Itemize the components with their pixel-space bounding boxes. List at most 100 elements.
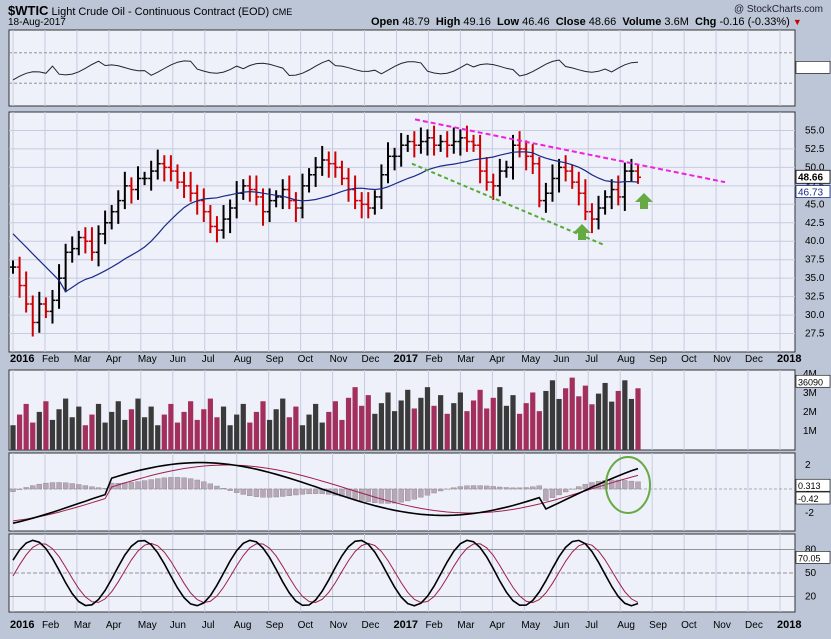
stochastic-y-label: 50	[805, 568, 817, 579]
x-tick-label: Mar	[457, 354, 475, 365]
volume-bar	[543, 390, 549, 450]
volume-bar	[69, 417, 75, 450]
volume-bar	[43, 401, 49, 450]
close-label: Close	[555, 16, 586, 28]
volume-bar	[365, 395, 371, 450]
volume-bar	[602, 382, 608, 450]
macd-line	[12, 461, 639, 524]
x-tick-label: Feb	[425, 354, 443, 365]
y-tick-label: 50.0	[805, 162, 825, 173]
macd-histogram-bar	[628, 480, 635, 490]
symbol-title: $WTIC Light Crude Oil - Continuous Contr…	[8, 3, 292, 18]
low-label: Low	[497, 16, 520, 28]
x-tick-label: Feb	[42, 354, 60, 365]
x-tick-label-bottom: Mar	[457, 620, 475, 631]
x-tick-label-bottom: Jul	[585, 620, 598, 631]
volume-bar	[510, 395, 516, 450]
volume-bar	[280, 398, 286, 450]
macd-histogram-bar	[437, 488, 444, 492]
y-tick-label: 35.0	[805, 273, 825, 284]
macd-histogram-bar	[497, 486, 503, 490]
macd-histogram-bar	[174, 477, 181, 490]
macd-histogram-bar	[530, 486, 536, 490]
volume-bar	[563, 388, 569, 450]
volume-bar	[352, 387, 358, 450]
volume-bar	[635, 388, 641, 450]
x-tick-label-bottom: Feb	[42, 620, 60, 631]
volume-bar	[286, 417, 292, 450]
x-tick-label-bottom: Oct	[681, 620, 697, 631]
volume-bar	[220, 406, 227, 450]
macd-histogram-bar	[477, 485, 483, 490]
macd-histogram-bar	[181, 477, 187, 490]
rsi-value-box	[795, 61, 831, 74]
volume-bar	[128, 409, 135, 450]
volume-bar	[549, 380, 556, 450]
x-tick-label: Jun	[553, 354, 569, 365]
y-tick-label: 52.5	[805, 144, 825, 155]
volume-bar	[82, 425, 88, 450]
volume-y-label: 2M	[803, 407, 817, 418]
volume-bar	[161, 414, 167, 450]
volume-bar	[23, 403, 29, 450]
volume-bar	[536, 411, 542, 450]
x-tick-label-bottom: 2016	[10, 619, 34, 631]
y-tick-label: 40.0	[805, 236, 825, 247]
stochastic-y-label: 20	[805, 591, 817, 602]
volume-bar	[359, 405, 365, 450]
chg-value: -0.16 (-0.33%)	[719, 16, 790, 28]
y-tick-label: 45.0	[805, 199, 825, 210]
macd-histogram-bar	[95, 487, 102, 490]
macd-histogram-bar	[207, 483, 214, 490]
volume-bar	[109, 411, 115, 450]
macd-histogram-bar	[260, 488, 266, 498]
volume-bar	[490, 397, 496, 450]
volume-bar	[464, 411, 470, 450]
macd-histogram-bar	[490, 486, 496, 490]
last-close-label: 48.66	[798, 172, 823, 183]
macd-y-label: -2	[805, 508, 814, 519]
x-tick-label-bottom: May	[521, 620, 540, 631]
x-tick-label: Nov	[330, 354, 348, 365]
y-tick-label: 27.5	[805, 329, 825, 340]
volume-bar	[516, 413, 523, 450]
macd-histogram-bar	[168, 477, 174, 490]
volume-bar	[484, 408, 490, 450]
volume-bar	[385, 392, 391, 450]
volume-bar	[398, 400, 404, 450]
volume-bar	[569, 377, 575, 450]
macd-histogram-bar	[56, 482, 62, 490]
volume-bar	[424, 387, 431, 450]
volume-bar	[95, 403, 102, 450]
macd-histogram-bar	[405, 488, 411, 502]
macd-histogram-bar	[615, 479, 621, 490]
x-tick-label-bottom: Dec	[745, 620, 763, 631]
volume-bar	[30, 422, 36, 450]
x-tick-label-bottom: Jun	[170, 620, 186, 631]
volume-bar	[438, 395, 444, 450]
y-tick-label: 30.0	[805, 310, 825, 321]
volume-bar	[240, 403, 246, 450]
macd-value-label: 0.313	[798, 481, 821, 491]
macd-histogram-bar	[391, 488, 398, 504]
y-tick-label: 55.0	[805, 125, 825, 136]
volume-bar	[345, 397, 352, 450]
x-tick-label-bottom: Nov	[713, 620, 731, 631]
x-tick-label: Jul	[585, 354, 598, 365]
macd-histogram-bar	[194, 479, 200, 490]
volume-bar	[227, 425, 233, 450]
volume-bar	[194, 419, 200, 450]
volume-value-box	[795, 374, 831, 388]
watermark: @ StockCharts.com	[733, 4, 823, 15]
macd-histogram-bar	[293, 488, 299, 496]
volume-bar	[503, 405, 510, 450]
high-label: High	[435, 16, 461, 28]
macd-histogram-bar	[49, 482, 56, 490]
macd-histogram-bar	[464, 485, 470, 490]
macd-histogram-bar	[378, 488, 385, 504]
macd-histogram-bar	[635, 481, 641, 490]
volume-bar	[582, 385, 588, 450]
volume-bar	[273, 409, 279, 450]
x-tick-label: Apr	[106, 354, 122, 365]
volume-bar	[411, 408, 417, 450]
